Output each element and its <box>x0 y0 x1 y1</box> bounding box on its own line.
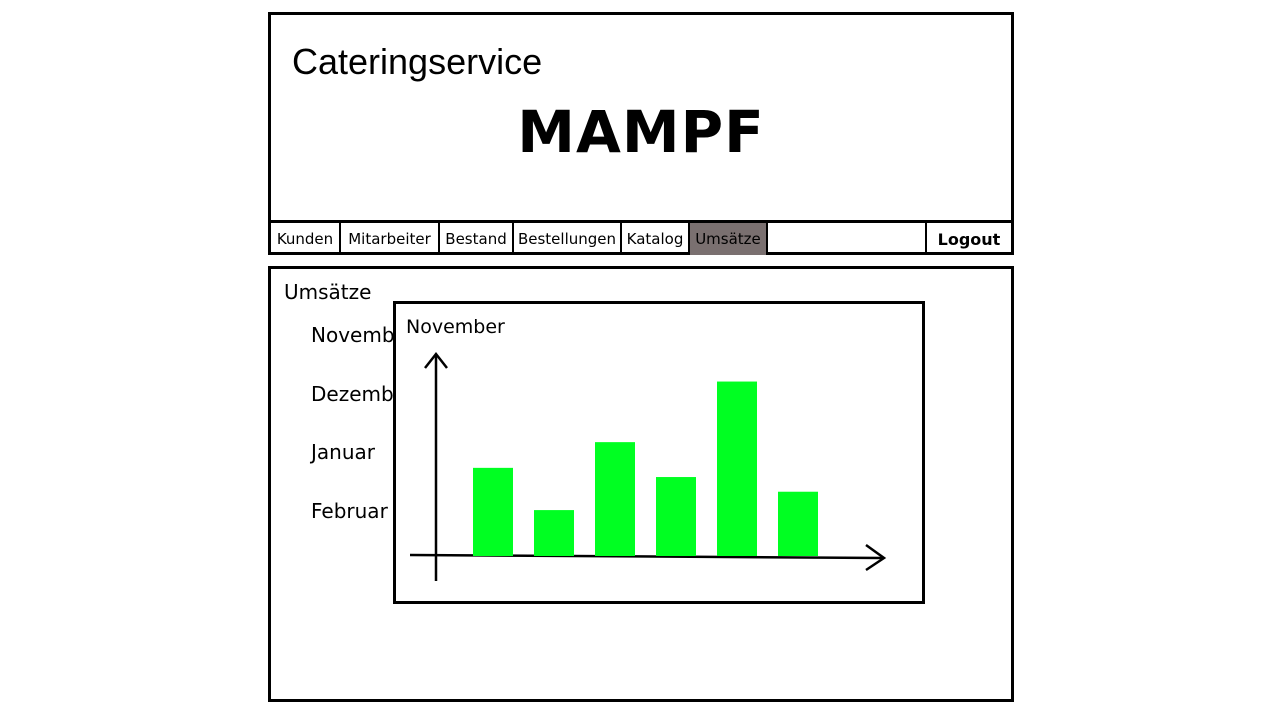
brand-logo-title: MAMPF <box>517 98 765 166</box>
nav-item-umsaetze[interactable]: Umsätze <box>690 223 768 255</box>
bar-3 <box>595 442 635 556</box>
nav-spacer <box>768 223 927 255</box>
month-item-februar[interactable]: Februar <box>311 499 388 523</box>
bar-5 <box>717 381 757 556</box>
nav-item-katalog[interactable]: Katalog <box>622 223 690 255</box>
chart-panel: November <box>393 301 925 604</box>
brand-subtitle: Cateringservice <box>292 41 543 82</box>
bar-1 <box>473 467 513 556</box>
bar-4 <box>656 477 696 556</box>
logout-button[interactable]: Logout <box>937 229 1001 249</box>
chart-title: November <box>406 316 505 338</box>
bars-group <box>473 381 818 556</box>
nav-item-bestand[interactable]: Bestand <box>440 223 514 255</box>
nav-item-bestellungen[interactable]: Bestellungen <box>514 223 622 255</box>
y-axis-arrow <box>424 351 448 369</box>
bar-chart <box>409 351 887 581</box>
main-nav: Kunden Mitarbeiter Bestand Bestellungen … <box>271 220 1011 255</box>
month-item-januar[interactable]: Januar <box>311 440 375 464</box>
page-title: Umsätze <box>284 280 372 304</box>
bar-2 <box>534 510 574 556</box>
header: Cateringservice MAMPF Kunden Mitarbeiter… <box>268 12 1014 255</box>
bar-6 <box>778 491 818 556</box>
x-axis-arrow <box>865 543 887 572</box>
nav-item-kunden[interactable]: Kunden <box>271 223 341 255</box>
nav-item-mitarbeiter[interactable]: Mitarbeiter <box>341 223 440 255</box>
